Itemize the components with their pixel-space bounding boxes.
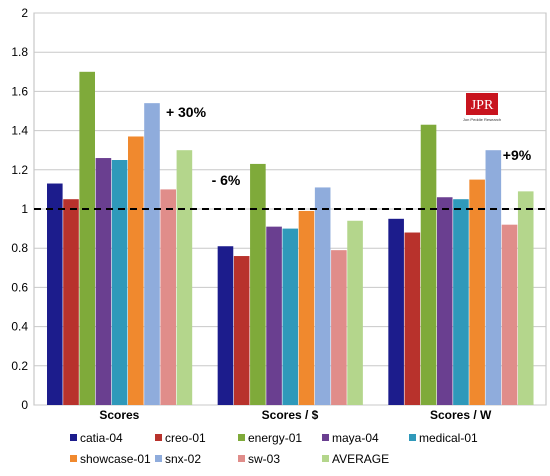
bar-AVERAGE-1 <box>347 220 363 405</box>
legend-swatch <box>155 455 162 462</box>
legend: catia-04 creo-01 energy-01 maya-04 medical-0… <box>70 431 478 466</box>
bar-medical-01-0 <box>111 160 128 405</box>
bar-catia-04-0 <box>47 183 63 405</box>
y-tick-label: 1.2 <box>11 163 28 177</box>
legend-label: medical-01 <box>419 431 478 445</box>
legend-swatch <box>322 455 329 462</box>
legend-label: snx-02 <box>165 452 201 466</box>
bars <box>47 71 534 406</box>
bar-medical-01-1 <box>282 228 299 405</box>
legend-label: showcase-01 <box>80 452 151 466</box>
annotations: + 30% - 6% +9% <box>166 104 532 188</box>
bar-energy-01-2 <box>420 124 437 405</box>
category-label: Scores / $ <box>262 408 319 422</box>
legend-swatch <box>238 434 245 441</box>
y-tick-label: 0 <box>21 398 28 412</box>
bar-snx-02-2 <box>485 150 502 405</box>
legend-label: sw-03 <box>248 452 280 466</box>
y-tick-label: 1.8 <box>11 45 28 59</box>
bar-creo-01-2 <box>404 232 421 405</box>
y-tick-label: 0.4 <box>11 320 28 334</box>
category-labels: Scores Scores / $ Scores / W <box>99 408 492 422</box>
bar-catia-04-1 <box>217 246 234 405</box>
y-tick-label: 0.6 <box>11 280 28 294</box>
y-tick-label: 0.8 <box>11 241 28 255</box>
bar-energy-01-1 <box>250 163 266 405</box>
bar-maya-04-2 <box>436 197 453 405</box>
legend-swatch <box>155 434 162 441</box>
logo-subtext: Jon Peddie Research <box>463 117 501 122</box>
bar-sw-03-2 <box>501 224 518 405</box>
bar-AVERAGE-0 <box>176 150 193 405</box>
category-label: Scores / W <box>430 408 492 422</box>
y-tick-label: 2 <box>21 6 28 20</box>
legend-label: maya-04 <box>332 431 379 445</box>
legend-label: creo-01 <box>165 431 206 445</box>
logo-box <box>466 93 498 115</box>
bar-showcase-01-0 <box>128 136 144 406</box>
legend-swatch <box>322 434 329 441</box>
y-axis-ticks: 0 0.2 0.4 0.6 0.8 1 1.2 1.4 1.6 1.8 2 <box>11 6 28 412</box>
legend-label: AVERAGE <box>332 452 389 466</box>
bar-maya-04-0 <box>95 158 112 405</box>
logo-text: JPR <box>471 98 494 113</box>
bar-showcase-01-2 <box>469 179 485 405</box>
y-tick-label: 1 <box>21 202 28 216</box>
y-tick-label: 1.4 <box>11 124 28 138</box>
legend-label: catia-04 <box>80 431 123 445</box>
legend-label: energy-01 <box>248 431 302 445</box>
y-tick-label: 0.2 <box>11 359 28 373</box>
bar-maya-04-1 <box>266 226 282 405</box>
bar-energy-01-0 <box>79 71 95 406</box>
annotation-label: + 30% <box>166 104 207 120</box>
legend-swatch <box>70 455 77 462</box>
jpr-logo: JPR Jon Peddie Research <box>463 93 501 122</box>
legend-swatch <box>409 434 416 441</box>
bar-sw-03-0 <box>160 189 176 405</box>
annotation-label: +9% <box>503 147 532 163</box>
bar-showcase-01-1 <box>298 210 315 405</box>
annotation-label: - 6% <box>212 172 241 188</box>
legend-swatch <box>70 434 77 441</box>
bar-medical-01-2 <box>453 199 469 405</box>
bar-snx-02-1 <box>314 187 331 405</box>
bar-creo-01-0 <box>63 199 79 405</box>
bar-snx-02-0 <box>144 103 160 405</box>
bar-creo-01-1 <box>233 256 250 405</box>
category-label: Scores <box>99 408 139 422</box>
bar-AVERAGE-2 <box>517 191 534 405</box>
bar-sw-03-1 <box>331 250 347 405</box>
y-tick-label: 1.6 <box>11 84 28 98</box>
legend-swatch <box>238 455 245 462</box>
bar-catia-04-2 <box>388 218 404 405</box>
